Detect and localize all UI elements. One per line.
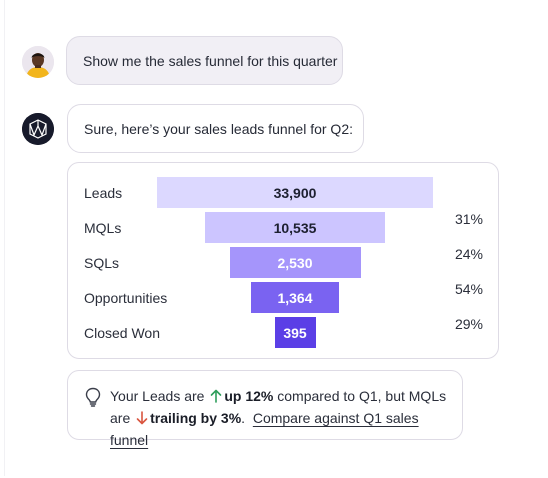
insight-part-1: Your Leads are [110, 388, 205, 404]
lightbulb-icon [85, 387, 101, 407]
assistant-message-text: Sure, here’s your sales leads funnel for… [84, 120, 354, 137]
user-message-bubble: Show me the sales funnel for this quarte… [66, 36, 343, 85]
funnel-stage-label-closed-won: Closed Won [84, 325, 161, 341]
user-portrait-icon [22, 46, 54, 78]
mqls-trend: trailing by 3% [150, 410, 242, 426]
sales-funnel-card: Leads 33,900 MQLs 10,535 31% SQLs 2,530 24% Oppo… [67, 162, 499, 359]
assistant-logo-icon [22, 113, 54, 145]
insight-card: Your Leads are up 12% compared to Q1, bu… [67, 370, 463, 448]
funnel-stage-label-opportunities: Opportunities [84, 290, 168, 306]
chat-panel: Show me the sales funnel for this quarte… [4, 0, 548, 476]
assistant-message-bubble: Sure, here’s your sales leads funnel for… [67, 104, 364, 153]
funnel-bar-leads: 33,900 [157, 177, 433, 208]
funnel-stage-label-sqls: SQLs [84, 255, 120, 271]
assistant-avatar [22, 113, 54, 145]
user-message-text: Show me the sales funnel for this quarte… [83, 52, 338, 69]
funnel-conversion-pct-closed-won: 29% [454, 316, 483, 332]
funnel-bar-closed-won: 395 [274, 317, 316, 348]
insight-part-3: . [241, 410, 246, 426]
funnel-bar-mqls: 10,535 [205, 212, 385, 243]
funnel-conversion-pct-opportunities: 54% [454, 281, 483, 297]
funnel-conversion-pct-sqls: 24% [454, 246, 483, 262]
funnel-bar-opportunities: 1,364 [251, 282, 339, 313]
user-avatar [22, 46, 54, 78]
funnel-stage-label-leads: Leads [84, 185, 123, 201]
arrow-down-icon [136, 411, 148, 425]
arrow-up-icon [211, 389, 222, 403]
insight-part-2: compared to Q1, but MQLs are [110, 388, 447, 426]
insight-text: Your Leads are up 12% compared to Q1, bu… [110, 385, 456, 451]
funnel-bar-sqls: 2,530 [229, 247, 361, 278]
leads-trend: up 12% [224, 388, 274, 404]
funnel-stage-label-mqls: MQLs [84, 220, 122, 236]
compare-q1-funnel-link[interactable]: Compare against Q1 sales funnel [110, 410, 419, 448]
funnel-conversion-pct-mqls: 31% [454, 211, 483, 227]
